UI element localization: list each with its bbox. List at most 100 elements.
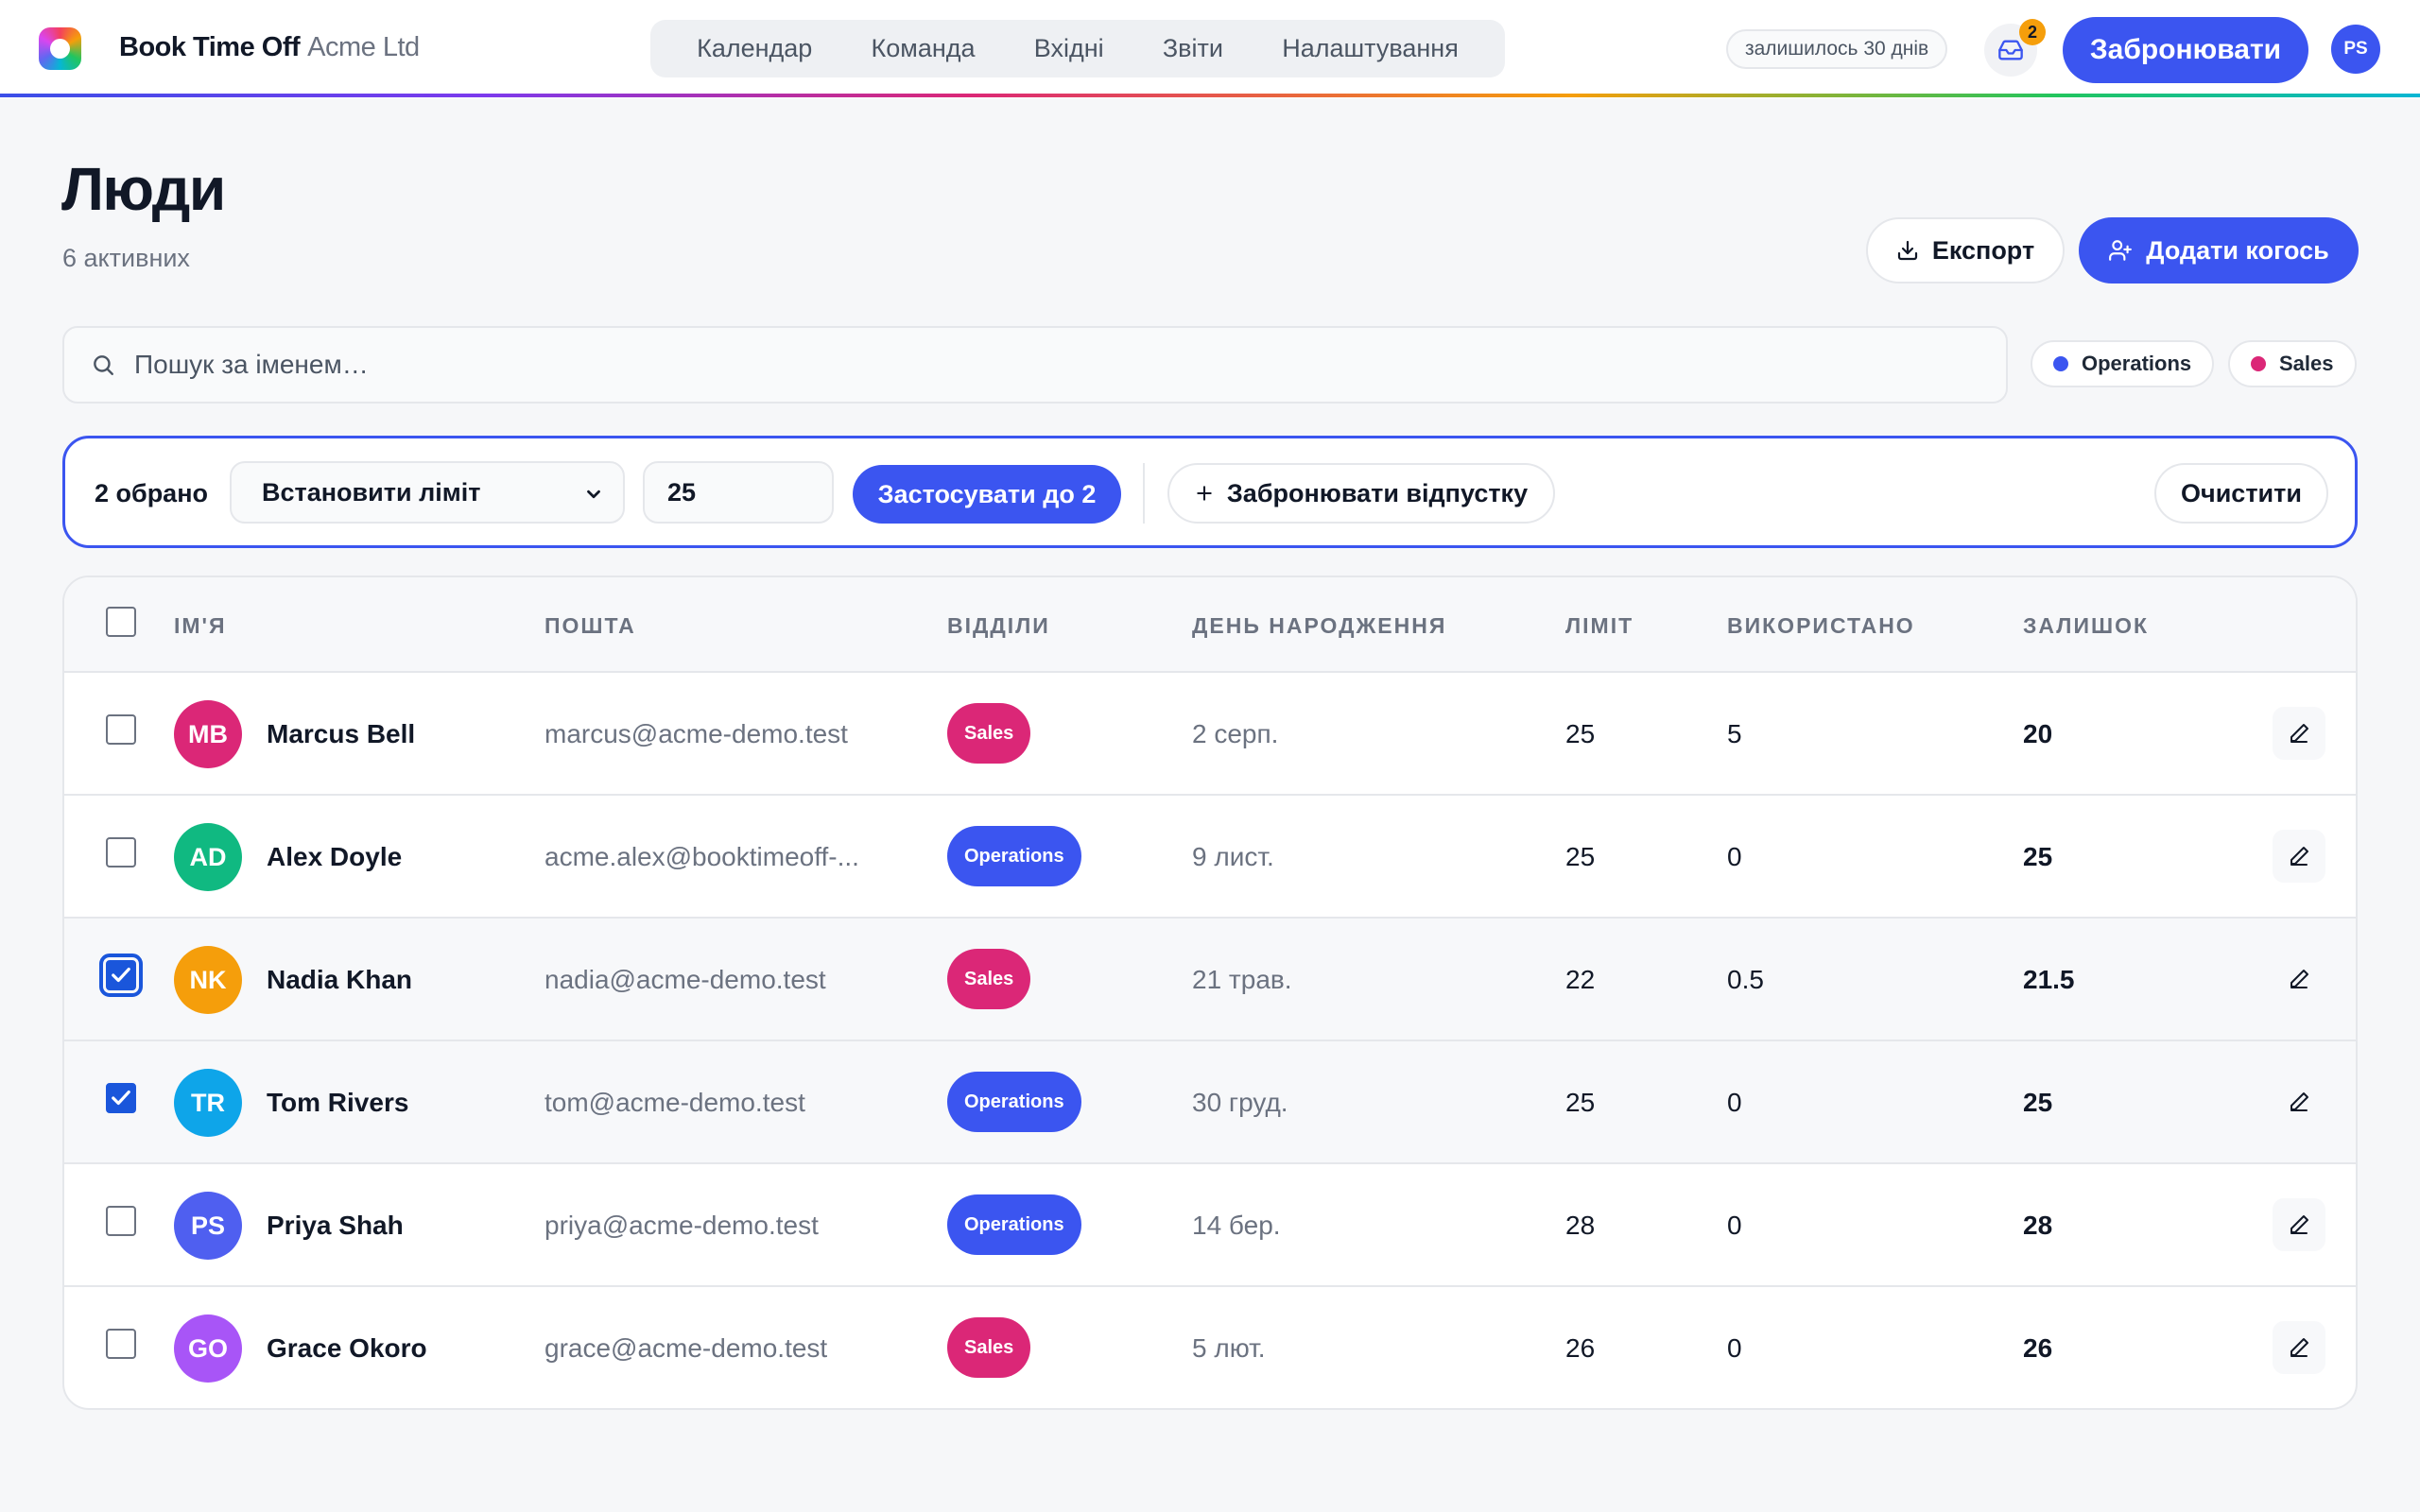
user-plus-icon (2109, 240, 2133, 261)
filter-chip-operations[interactable]: Operations (2031, 340, 2215, 387)
person-balance: 21.5 (2023, 965, 2075, 994)
search-input[interactable] (134, 350, 1930, 380)
org-name: Acme Ltd (307, 32, 420, 62)
table-row[interactable]: AD Alex Doyle acme.alex@booktimeoff-... … (64, 796, 2356, 919)
page-title: Люди (61, 155, 226, 223)
search-box (62, 326, 2008, 404)
book-leave-label: Забронювати відпустку (1226, 478, 1529, 507)
table-row[interactable]: PS Priya Shah priya@acme-demo.test Opera… (64, 1164, 2356, 1287)
filter-chip-sales[interactable]: Sales (2228, 340, 2357, 387)
column-limit[interactable]: Ліміт (1565, 613, 1634, 638)
edit-button[interactable] (2273, 707, 2325, 760)
top-bar: Book Time Off Acme Ltd Календар Команда В… (0, 0, 2420, 98)
limit-value-input[interactable]: 25 (643, 461, 834, 524)
page-subtitle: 6 активних (62, 244, 190, 272)
person-used: 0 (1727, 842, 1742, 871)
person-name: Tom Rivers (267, 1088, 409, 1117)
user-avatar[interactable]: PS (2331, 25, 2380, 74)
column-birthday[interactable]: День народження (1192, 613, 1447, 638)
person-limit: 25 (1565, 842, 1596, 871)
table-row[interactable]: GO Grace Okoro grace@acme-demo.test Sale… (64, 1287, 2356, 1408)
person-birthday: 9 лист. (1192, 842, 1274, 871)
nav-inbox[interactable]: Вхідні (1033, 34, 1104, 62)
person-birthday: 21 трав. (1192, 965, 1292, 994)
person-birthday: 30 груд. (1192, 1088, 1288, 1117)
book-leave-button[interactable]: Забронювати відпустку (1167, 463, 1555, 524)
clear-selection-button[interactable]: Очистити (2154, 463, 2328, 524)
apply-button[interactable]: Застосувати до 2 (853, 465, 1121, 524)
operations-dot-icon (2053, 356, 2068, 371)
edit-button[interactable] (2273, 1075, 2325, 1128)
edit-button[interactable] (2273, 1198, 2325, 1251)
days-left-badge: залишилось 30 днів (1726, 29, 1948, 69)
person-birthday: 14 бер. (1192, 1211, 1281, 1240)
person-used: 0.5 (1727, 965, 1764, 994)
person-balance: 26 (2023, 1333, 2053, 1363)
person-limit: 25 (1565, 1088, 1596, 1117)
download-icon (1897, 240, 1917, 261)
table-header: Ім'я Пошта Відділи День народження Ліміт… (64, 577, 2356, 673)
brand-name: Book Time Off (119, 32, 301, 62)
selected-count: 2 обрано (95, 479, 208, 507)
nav-team[interactable]: Команда (871, 34, 976, 62)
avatar: AD (174, 823, 242, 891)
add-person-label: Додати когось (2146, 235, 2329, 265)
column-balance[interactable]: Залишок (2023, 613, 2150, 638)
plus-icon (1197, 486, 1212, 501)
person-limit: 28 (1565, 1211, 1596, 1240)
table-row[interactable]: MB Marcus Bell marcus@acme-demo.test Sal… (64, 673, 2356, 796)
main-nav: Календар Команда Вхідні Звіти Налаштуван… (650, 20, 1505, 77)
person-limit: 25 (1565, 719, 1596, 748)
person-email: tom@acme-demo.test (544, 1088, 805, 1117)
column-name[interactable]: Ім'я (174, 613, 227, 638)
person-balance: 28 (2023, 1211, 2053, 1240)
add-person-button[interactable]: Додати когось (2079, 217, 2359, 284)
export-button[interactable]: Експорт (1866, 217, 2065, 284)
person-email: priya@acme-demo.test (544, 1211, 819, 1240)
person-limit: 26 (1565, 1333, 1596, 1363)
nav-settings[interactable]: Налаштування (1282, 34, 1459, 62)
app-logo-icon (39, 27, 81, 70)
table-row[interactable]: NK Nadia Khan nadia@acme-demo.test Sales… (64, 919, 2356, 1041)
avatar: NK (174, 946, 242, 1014)
person-balance: 25 (2023, 1088, 2053, 1117)
person-limit: 22 (1565, 965, 1596, 994)
avatar: MB (174, 700, 242, 768)
nav-calendar[interactable]: Календар (697, 34, 813, 62)
dept-badge: Sales (947, 949, 1031, 1009)
row-checkbox[interactable] (106, 1083, 136, 1113)
person-balance: 25 (2023, 842, 2053, 871)
brand: Book Time Off Acme Ltd (119, 32, 420, 63)
row-checkbox[interactable] (106, 837, 136, 868)
row-checkbox[interactable] (106, 1329, 136, 1359)
person-birthday: 5 лют. (1192, 1333, 1266, 1363)
person-name: Nadia Khan (267, 965, 413, 994)
edit-button[interactable] (2273, 953, 2325, 1005)
pencil-icon (2290, 847, 2308, 866)
person-email: nadia@acme-demo.test (544, 965, 826, 994)
row-checkbox[interactable] (99, 954, 143, 997)
pencil-icon (2290, 1215, 2308, 1234)
people-table: Ім'я Пошта Відділи День народження Ліміт… (62, 576, 2358, 1410)
row-checkbox[interactable] (106, 1206, 136, 1236)
dept-badge: Operations (947, 826, 1081, 886)
inbox-icon (1998, 40, 2023, 60)
person-balance: 20 (2023, 719, 2053, 748)
row-checkbox[interactable] (106, 714, 136, 745)
person-used: 0 (1727, 1333, 1742, 1363)
book-button[interactable]: Забронювати (2063, 17, 2308, 83)
edit-button[interactable] (2273, 830, 2325, 883)
column-used[interactable]: Використано (1727, 613, 1915, 638)
column-email[interactable]: Пошта (544, 613, 636, 638)
checkmark-icon (112, 967, 130, 983)
select-all-checkbox[interactable] (106, 607, 136, 637)
filter-chip-label: Sales (2279, 352, 2334, 375)
sales-dot-icon (2251, 356, 2266, 371)
column-departments[interactable]: Відділи (947, 613, 1050, 638)
edit-button[interactable] (2273, 1321, 2325, 1374)
table-row[interactable]: TR Tom Rivers tom@acme-demo.test Operati… (64, 1041, 2356, 1164)
nav-reports[interactable]: Звіти (1162, 34, 1223, 62)
person-name: Priya Shah (267, 1211, 404, 1240)
person-email: grace@acme-demo.test (544, 1333, 828, 1363)
bulk-action-select[interactable]: Встановити ліміт (230, 461, 625, 524)
